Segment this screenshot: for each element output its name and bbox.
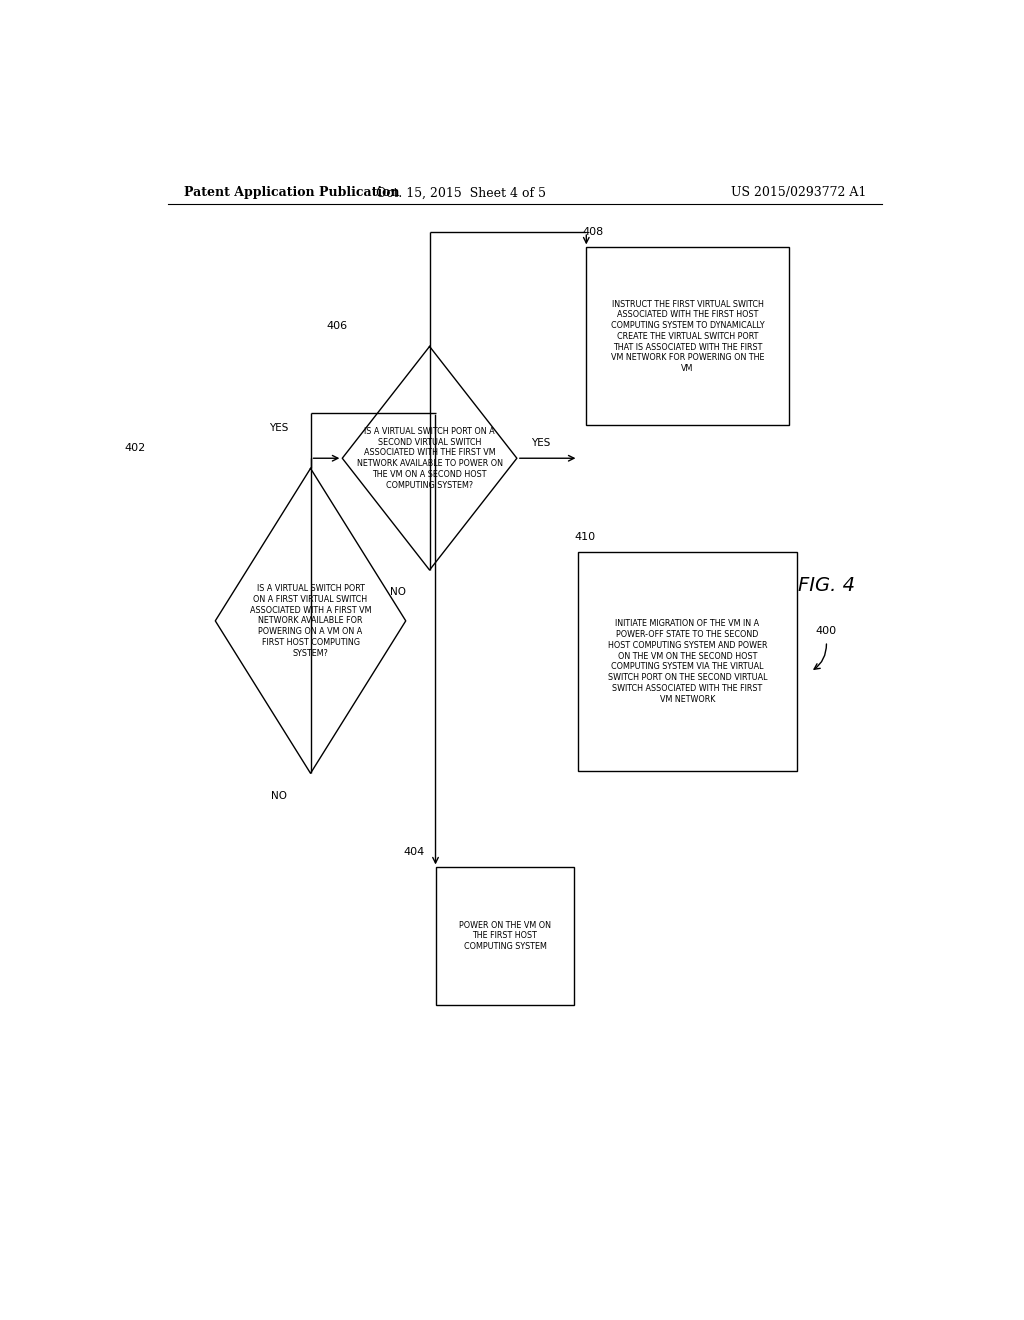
Text: POWER ON THE VM ON
THE FIRST HOST
COMPUTING SYSTEM: POWER ON THE VM ON THE FIRST HOST COMPUT… <box>459 920 551 952</box>
Text: NO: NO <box>390 587 406 598</box>
Text: 408: 408 <box>583 227 603 238</box>
Text: Patent Application Publication: Patent Application Publication <box>183 186 399 199</box>
Text: US 2015/0293772 A1: US 2015/0293772 A1 <box>731 186 866 199</box>
Bar <box>435 867 574 1005</box>
Text: 400: 400 <box>816 626 837 636</box>
Text: YES: YES <box>531 438 550 447</box>
Bar <box>587 247 788 425</box>
Text: INSTRUCT THE FIRST VIRTUAL SWITCH
ASSOCIATED WITH THE FIRST HOST
COMPUTING SYSTE: INSTRUCT THE FIRST VIRTUAL SWITCH ASSOCI… <box>610 300 764 374</box>
Text: FIG. 4: FIG. 4 <box>798 576 855 595</box>
Text: 402: 402 <box>124 444 145 453</box>
Text: 410: 410 <box>574 532 596 543</box>
Bar <box>579 552 797 771</box>
Text: Oct. 15, 2015  Sheet 4 of 5: Oct. 15, 2015 Sheet 4 of 5 <box>376 186 547 199</box>
Text: NO: NO <box>270 791 287 801</box>
Text: IS A VIRTUAL SWITCH PORT
ON A FIRST VIRTUAL SWITCH
ASSOCIATED WITH A FIRST VM
NE: IS A VIRTUAL SWITCH PORT ON A FIRST VIRT… <box>250 585 372 657</box>
Text: 406: 406 <box>327 321 347 331</box>
Text: IS A VIRTUAL SWITCH PORT ON A
SECOND VIRTUAL SWITCH
ASSOCIATED WITH THE FIRST VM: IS A VIRTUAL SWITCH PORT ON A SECOND VIR… <box>356 426 503 490</box>
Text: INITIATE MIGRATION OF THE VM IN A
POWER-OFF STATE TO THE SECOND
HOST COMPUTING S: INITIATE MIGRATION OF THE VM IN A POWER-… <box>607 619 767 704</box>
Text: 404: 404 <box>403 847 425 857</box>
Text: YES: YES <box>269 422 289 433</box>
